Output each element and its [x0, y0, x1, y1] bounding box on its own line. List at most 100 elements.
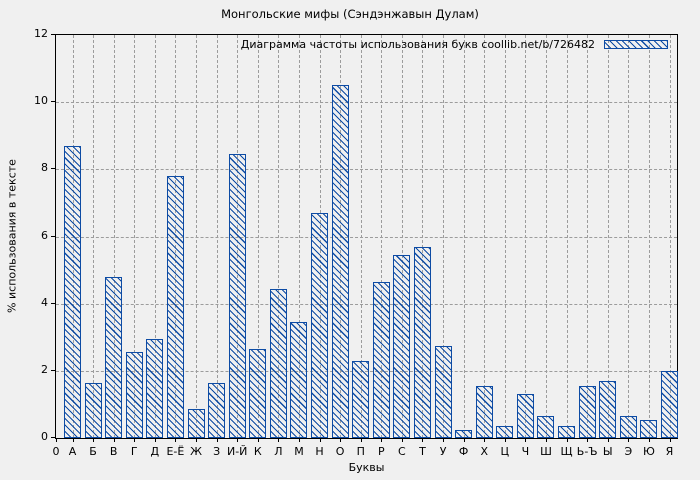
x-tick-label: З: [213, 445, 221, 458]
x-tick: [381, 438, 383, 442]
v-gridline: [278, 35, 280, 438]
v-gridline: [381, 35, 383, 438]
h-gridline: [56, 236, 677, 238]
v-gridline: [360, 35, 362, 438]
y-tick: [51, 302, 55, 304]
x-tick-label: Б: [89, 445, 97, 458]
bar: [146, 338, 164, 438]
v-gridline: [154, 35, 156, 438]
bar: [105, 276, 123, 438]
v-gridline: [422, 35, 424, 438]
x-tick: [484, 438, 486, 442]
x-tick-label: Ь-Ъ: [576, 445, 598, 458]
x-tick-label: Ч: [521, 445, 530, 458]
x-tick-label: Э: [624, 445, 633, 458]
x-tick: [237, 438, 239, 442]
v-gridline: [587, 35, 589, 438]
x-tick-label: Р: [377, 445, 385, 458]
x-tick-label: А: [68, 445, 77, 458]
v-gridline: [669, 35, 671, 438]
x-tick: [504, 438, 506, 442]
bar: [475, 385, 493, 438]
y-tick: [51, 437, 55, 438]
bar: [290, 322, 308, 438]
hatched-bar-swatch-icon: [604, 40, 668, 49]
h-gridline: [56, 303, 677, 305]
bar: [125, 352, 143, 438]
x-tick: [154, 438, 156, 442]
chart-title: Монгольские мифы (Сэндэнжавын Дулам): [221, 7, 479, 21]
bar: [187, 409, 205, 438]
bar: [64, 145, 81, 438]
h-gridline: [56, 102, 677, 104]
x-tick: [72, 438, 74, 442]
bar: [496, 426, 514, 438]
x-tick-label: О: [335, 445, 345, 458]
bar: [208, 382, 226, 438]
y-tick-label: 0: [41, 430, 48, 443]
v-gridline: [216, 35, 218, 438]
x-tick-label: Ю: [642, 445, 655, 458]
bar: [619, 416, 637, 438]
x-tick: [443, 438, 445, 442]
x-tick-label: Я: [665, 445, 674, 458]
bar: [640, 419, 658, 438]
x-tick-label: Е-Ё: [166, 445, 185, 458]
bar: [578, 385, 596, 438]
v-gridline: [93, 35, 95, 438]
x-tick: [628, 438, 630, 442]
bar: [661, 370, 678, 438]
bar: [311, 213, 329, 438]
plot-area: Диаграмма частоты использования букв coo…: [55, 34, 678, 439]
x-tick: [463, 438, 465, 442]
x-tick: [113, 438, 115, 442]
v-gridline: [648, 35, 650, 438]
x-tick-label: В: [109, 445, 118, 458]
bar: [434, 345, 452, 438]
x-tick: [134, 438, 136, 442]
v-gridline: [134, 35, 136, 438]
h-gridline: [56, 169, 677, 171]
v-gridline: [607, 35, 609, 438]
x-tick: [319, 438, 321, 442]
x-tick: [340, 438, 342, 442]
bar: [331, 85, 349, 438]
bar: [228, 154, 246, 438]
legend: Диаграмма частоты использования букв coo…: [241, 38, 668, 51]
x-tick: [587, 438, 589, 442]
v-gridline: [525, 35, 527, 438]
x-tick-label: Г: [130, 445, 138, 458]
x-tick-label: Ж: [190, 445, 202, 458]
x-tick: [175, 438, 177, 442]
bar: [455, 429, 473, 438]
x-tick-label: Х: [480, 445, 488, 458]
y-tick-label: 8: [41, 161, 48, 175]
x-tick-label: С: [398, 445, 406, 458]
legend-label: Диаграмма частоты использования букв coo…: [240, 38, 595, 51]
v-gridline: [257, 35, 259, 438]
x-tick: [278, 438, 280, 442]
y-tick: [51, 235, 55, 237]
x-tick: [93, 438, 95, 442]
bar: [166, 176, 184, 438]
x-tick: [648, 438, 650, 442]
bar: [249, 349, 267, 438]
v-gridline: [628, 35, 630, 438]
x-tick: [566, 438, 568, 442]
y-tick-label: 12: [34, 27, 48, 40]
v-gridline: [196, 35, 198, 438]
bar: [84, 382, 102, 438]
bar: [352, 360, 370, 438]
x-tick-label: Т: [419, 445, 426, 458]
bars-layer: [56, 35, 678, 438]
bar: [599, 380, 617, 438]
y-tick: [51, 101, 55, 103]
x-tick-label: Д: [150, 445, 160, 458]
v-gridline: [545, 35, 547, 438]
v-gridline: [504, 35, 506, 438]
x-tick-label: Ф: [458, 445, 469, 458]
bar: [413, 246, 431, 438]
x-tick: [669, 438, 671, 442]
x-tick: [422, 438, 424, 442]
